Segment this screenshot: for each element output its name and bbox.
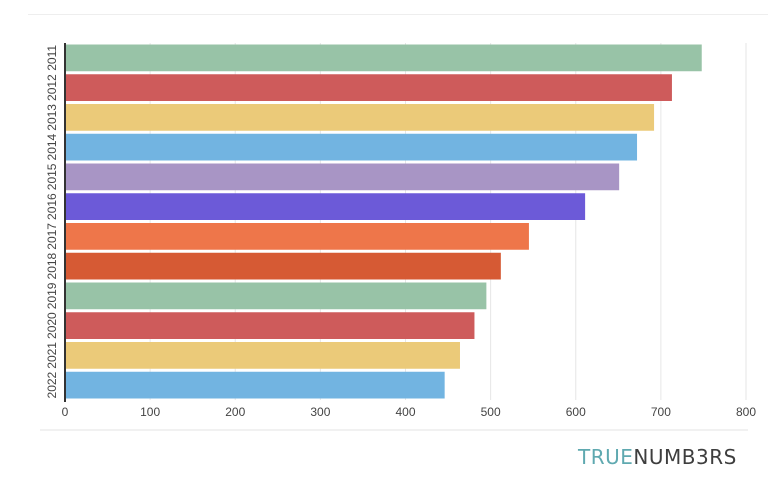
y-tick-label-2013: 2013 <box>45 104 59 131</box>
x-tick-label-300: 300 <box>310 405 330 419</box>
x-tick-label-700: 700 <box>651 405 671 419</box>
bar-2019 <box>65 282 487 310</box>
x-tick-label-800: 800 <box>736 405 756 419</box>
y-tick-label-2012: 2012 <box>45 74 59 101</box>
bar-2012 <box>65 74 672 101</box>
bar-2014 <box>65 133 638 161</box>
x-tick-label-200: 200 <box>225 405 245 419</box>
bar-2013 <box>65 104 655 131</box>
x-tick-label-500: 500 <box>481 405 501 419</box>
grid-lines <box>149 43 747 400</box>
y-tick-label-2015: 2015 <box>45 163 59 190</box>
x-tick-label-100: 100 <box>140 405 160 419</box>
y-tick-label-2017: 2017 <box>45 223 59 250</box>
bars <box>65 44 702 399</box>
bar-2015 <box>65 163 620 191</box>
x-tick-label-0: 0 <box>62 405 69 419</box>
top-divider <box>28 14 768 15</box>
y-tick-label-2021: 2021 <box>45 342 59 369</box>
y-tick-label-2019: 2019 <box>45 282 59 309</box>
bar-2018 <box>65 252 501 280</box>
y-tick-label-2022: 2022 <box>45 371 59 398</box>
y-tick-label-2014: 2014 <box>45 133 59 160</box>
bar-2022 <box>65 371 445 399</box>
x-tick-labels: 0 100 200 300 400 500 600 700 800 <box>62 405 757 419</box>
bar-2021 <box>65 342 460 369</box>
bar-2020 <box>65 312 475 339</box>
y-tick-labels: 2011 2012 2013 2014 2015 2016 2017 2018 2019 2020… <box>45 45 59 399</box>
bar-2011 <box>65 44 702 72</box>
x-tick-label-600: 600 <box>566 405 586 419</box>
y-tick-label-2016: 2016 <box>45 193 59 220</box>
truenumbers-logo: TRUENUMB3RS <box>578 445 737 469</box>
bar-2017 <box>65 223 529 250</box>
y-tick-label-2018: 2018 <box>45 252 59 279</box>
y-tick-label-2011: 2011 <box>45 45 59 71</box>
bar-2016 <box>65 193 586 220</box>
y-tick-label-2020: 2020 <box>45 312 59 339</box>
x-tick-label-400: 400 <box>395 405 415 419</box>
